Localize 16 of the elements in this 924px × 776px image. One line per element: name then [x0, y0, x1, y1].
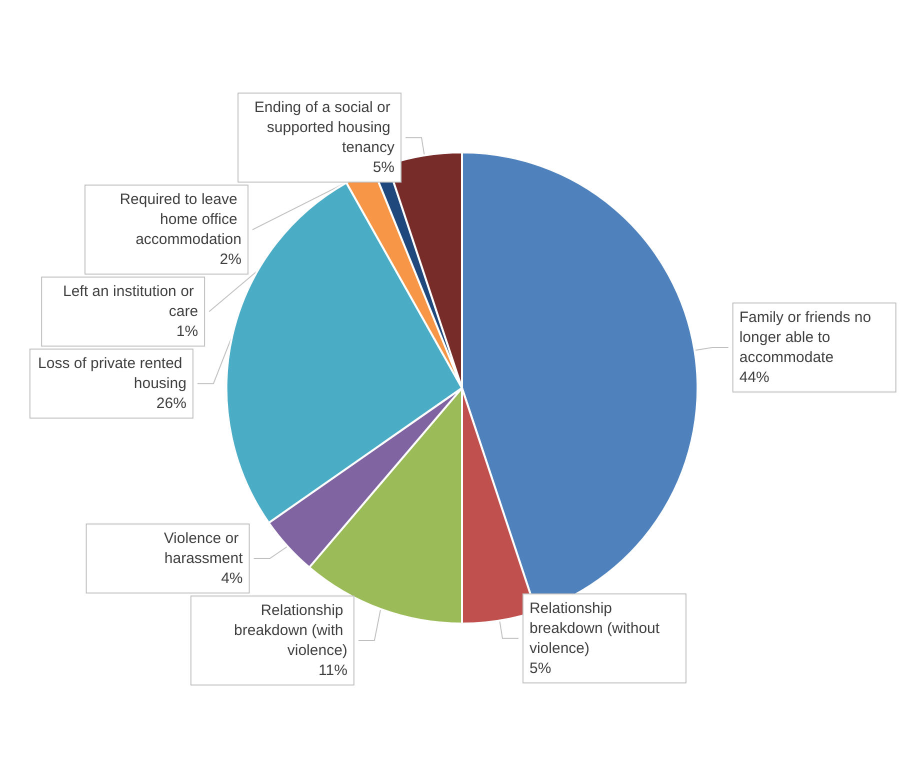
data-label: 26% [156, 395, 186, 412]
slice-label: Required to leave home office accommodation [120, 191, 242, 248]
slice-label: Loss of private rented housing [38, 355, 186, 392]
data-label: 11% [318, 662, 348, 679]
slice-label: Family or friends no longer able to accommodate [739, 309, 876, 366]
slice-label: Left an institution or care [62, 283, 198, 320]
data-label: 44% [739, 369, 770, 386]
data-label: 1% [176, 323, 198, 340]
data-label: 5% [372, 159, 395, 176]
data-label: 5% [529, 660, 552, 677]
slice-label: Ending of a social or supported housing tenancy [254, 99, 396, 156]
slice-label: Violence or harassment [164, 530, 244, 567]
data-label: 4% [221, 570, 243, 587]
slice-label: Relationship breakdown (without violence) [529, 600, 664, 657]
data-label: 2% [220, 251, 242, 268]
slice-label: Relationship breakdown (with violence) [234, 602, 348, 659]
